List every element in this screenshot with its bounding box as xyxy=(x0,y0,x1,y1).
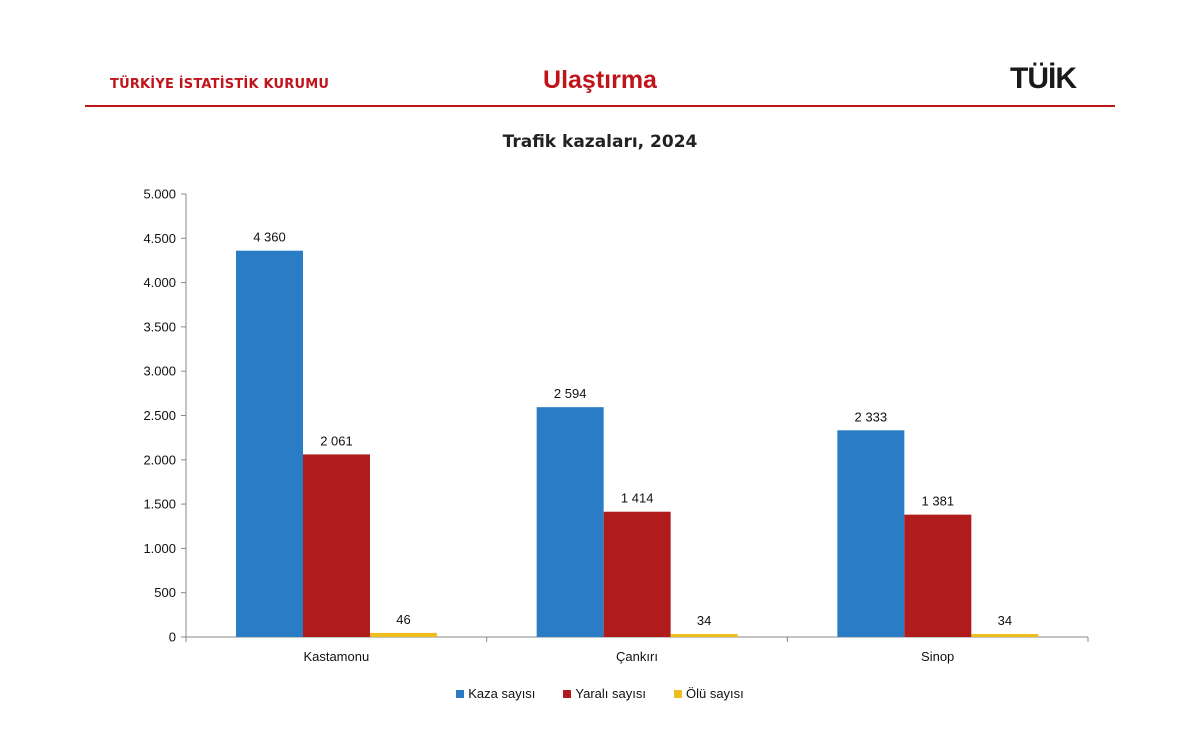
data-label-olu: 34 xyxy=(697,613,711,628)
legend-swatch-olu xyxy=(673,689,682,698)
bar-kaza xyxy=(236,250,303,638)
tuik-logo: TÜİK xyxy=(1010,62,1078,94)
svg-text:TÜİK: TÜİK xyxy=(1010,62,1077,94)
y-tick-label: 1.500 xyxy=(143,497,176,512)
y-tick-label: 500 xyxy=(154,585,176,600)
bar-kaza xyxy=(837,430,905,637)
x-tick-label: Sinop xyxy=(921,649,954,664)
legend-item-yarali: Yaralı sayısı xyxy=(563,686,646,701)
legend-item-olu: Ölü sayısı xyxy=(673,686,744,701)
x-tick-label: Kastamonu xyxy=(303,649,369,664)
legend-label-kaza: Kaza sayısı xyxy=(468,686,536,701)
data-label-yarali: 1 381 xyxy=(922,494,955,509)
bar-yarali xyxy=(603,511,671,637)
y-tick-label: 1.000 xyxy=(143,541,176,556)
bar-kaza xyxy=(536,407,604,637)
y-tick-label: 2.500 xyxy=(143,408,176,423)
y-tick-label: 5.000 xyxy=(143,187,176,202)
y-tick-label: 4.500 xyxy=(143,231,176,246)
legend-swatch-kaza xyxy=(456,689,465,698)
legend-label-olu: Ölü sayısı xyxy=(685,686,744,701)
x-tick-label: Çankırı xyxy=(616,649,658,664)
bar-yarali xyxy=(303,454,370,637)
y-tick-label: 0 xyxy=(169,630,176,645)
legend-swatch-yarali xyxy=(563,689,572,698)
header-divider xyxy=(85,105,1115,107)
section-title: Ulaştırma xyxy=(543,66,657,94)
bar-olu xyxy=(370,632,437,637)
chart-title: Trafik kazaları, 2024 xyxy=(502,132,698,152)
legend: Kaza sayısı Yaralı sayısı Ölü sayısı xyxy=(0,686,1200,701)
legend-label-yarali: Yaralı sayısı xyxy=(575,686,646,701)
data-label-olu: 46 xyxy=(396,612,410,627)
data-label-kaza: 2 594 xyxy=(554,386,587,401)
data-label-olu: 34 xyxy=(998,613,1012,628)
bar-olu xyxy=(670,633,738,637)
legend-item-kaza: Kaza sayısı xyxy=(456,686,535,701)
y-tick-label: 2.000 xyxy=(143,452,176,467)
y-tick-label: 3.500 xyxy=(143,319,176,334)
bar-olu xyxy=(971,633,1039,637)
y-tick-label: 3.000 xyxy=(143,364,176,379)
data-label-kaza: 2 333 xyxy=(855,409,888,424)
data-label-kaza: 4 360 xyxy=(253,230,286,245)
bar-yarali xyxy=(904,514,972,637)
data-label-yarali: 2 061 xyxy=(320,433,353,448)
y-tick-label: 4.000 xyxy=(143,275,176,290)
organization-name: TÜRKİYE İSTATİSTİK KURUMU xyxy=(110,77,330,92)
data-label-yarali: 1 414 xyxy=(621,491,654,506)
